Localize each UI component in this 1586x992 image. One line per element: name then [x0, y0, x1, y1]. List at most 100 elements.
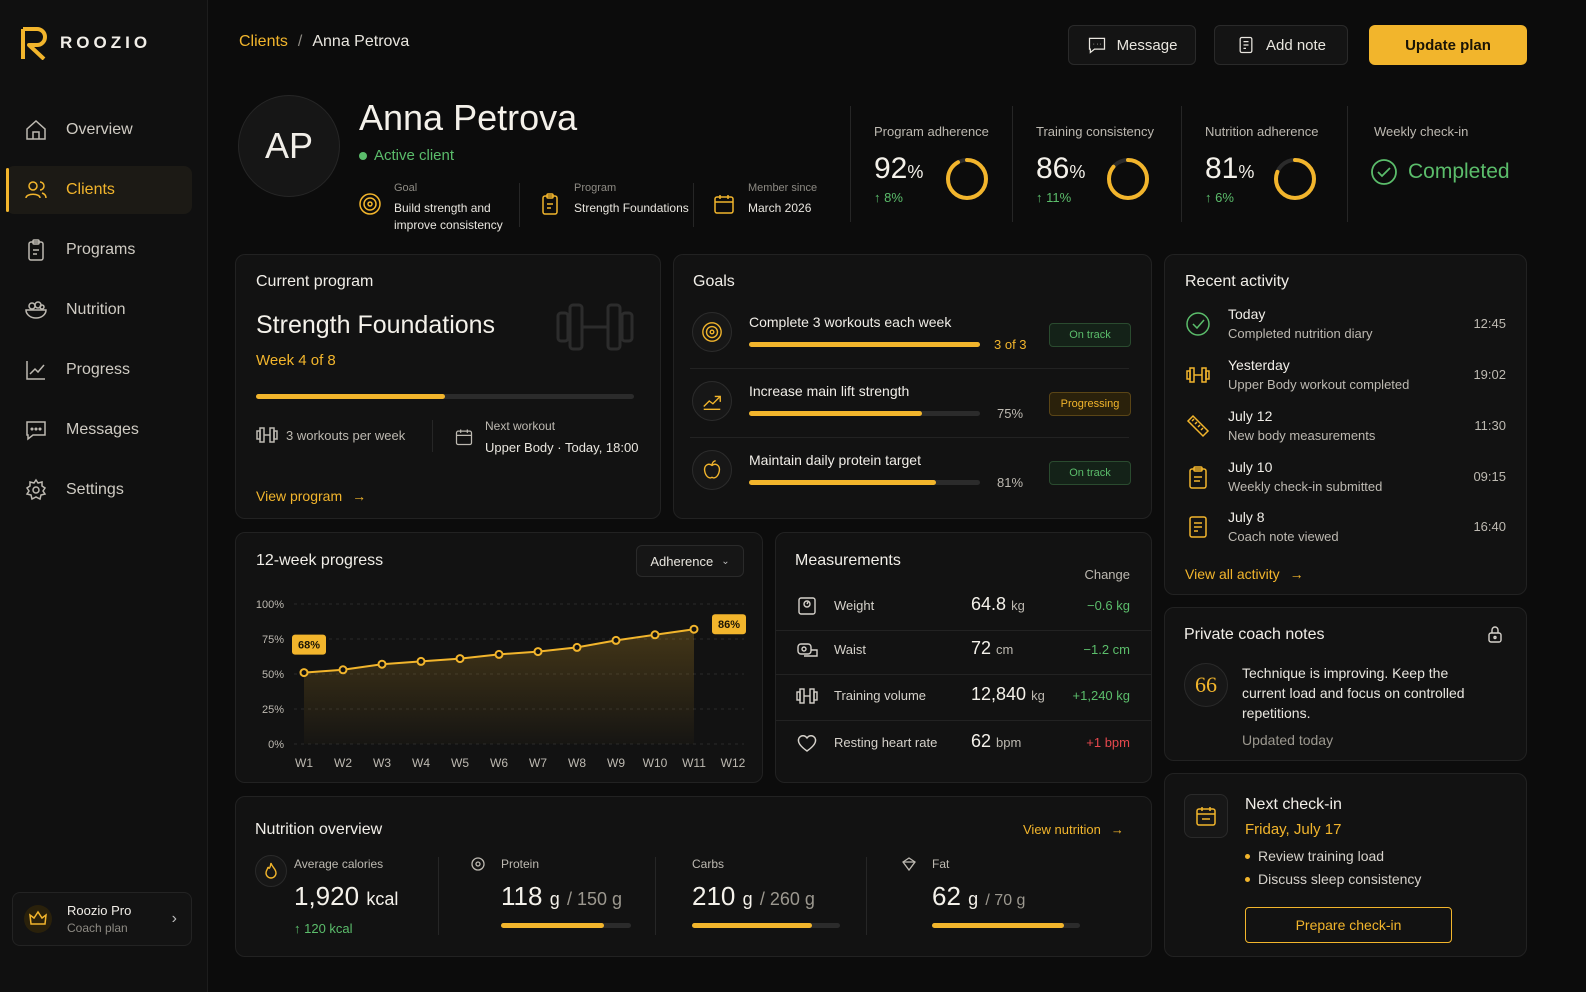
metric-label: Average calories [294, 857, 384, 871]
goal-value: 75% [997, 406, 1024, 421]
sidebar-item-overview[interactable]: Overview [6, 106, 192, 154]
target-icon [702, 322, 722, 342]
logo-icon [21, 27, 47, 60]
plan-title: Roozio Pro [67, 903, 132, 918]
activity-item[interactable]: July 8 Coach note viewed 16:40 [1165, 509, 1526, 555]
plan-card[interactable]: Roozio Pro Coach plan › [12, 892, 192, 946]
sidebar-item-label: Settings [66, 481, 124, 498]
stat-label: Nutrition adherence [1205, 124, 1319, 139]
check-circle-icon [1371, 159, 1397, 185]
checkin-status: Completed [1408, 160, 1510, 183]
measurement-name: Training volume [834, 688, 927, 703]
add-note-button[interactable]: Add note [1214, 25, 1348, 65]
breadcrumb-parent[interactable]: Clients [239, 33, 288, 50]
measurement-row: Weight 64.8 kg −0.6 kg [776, 585, 1151, 631]
breadcrumb-separator: / [297, 33, 303, 50]
y-tick-label: 25% [262, 704, 284, 716]
view-all-activity-link[interactable]: View all activity → [1185, 566, 1304, 582]
next-checkin-card: Next check-in Friday, July 17 Review tra… [1164, 773, 1527, 957]
note-icon [1239, 36, 1253, 54]
view-program-link[interactable]: View program → [256, 488, 366, 504]
note-icon [1189, 516, 1207, 538]
x-tick-label: W9 [607, 756, 625, 770]
update-plan-button[interactable]: Update plan [1369, 25, 1527, 65]
message-button[interactable]: Message [1068, 25, 1196, 65]
y-tick-label: 50% [262, 669, 284, 681]
quote-icon: 66 [1184, 663, 1228, 707]
prepare-checkin-button[interactable]: Prepare check-in [1245, 907, 1452, 943]
dropdown-value: Adherence [650, 553, 714, 569]
measurement-row: Training volume 12,840 kg +1,240 kg [776, 675, 1151, 721]
divider [1181, 106, 1182, 222]
metric-dropdown[interactable]: Adherence ⌄ [636, 545, 744, 577]
metric-label: Fat [932, 857, 950, 871]
recent-activity-card: Recent activity Today Completed nutritio… [1164, 254, 1527, 595]
sidebar-item-settings[interactable]: Settings [6, 466, 192, 514]
x-tick-label: W3 [373, 756, 391, 770]
card-title: Nutrition overview [255, 821, 383, 838]
data-point [650, 630, 660, 640]
stat-value: 92% [874, 152, 924, 185]
divider [690, 368, 1129, 369]
chevron-down-icon: ⌄ [721, 555, 730, 567]
goals-card: Goals Complete 3 workouts each week 3 of… [673, 254, 1152, 519]
status-dot [359, 151, 367, 160]
sidebar-item-programs[interactable]: Programs [6, 226, 192, 274]
ring-fill [946, 158, 988, 200]
activity-text: Completed nutrition diary [1228, 326, 1373, 341]
data-point [494, 649, 504, 659]
activity-item[interactable]: July 10 Weekly check-in submitted 09:15 [1165, 459, 1526, 505]
brand-logo[interactable]: ROOZIO [20, 26, 151, 60]
crown-icon [24, 905, 52, 933]
measurement-value: 62 bpm [971, 731, 1022, 751]
stat-value: 81% [1205, 152, 1255, 185]
activity-item[interactable]: Today Completed nutrition diary 12:45 [1165, 306, 1526, 352]
protein-bar [501, 923, 631, 928]
bullet [1245, 876, 1250, 882]
activity-text: New body measurements [1228, 428, 1376, 443]
card-title: Goals [693, 273, 735, 290]
progress-fill [749, 411, 923, 416]
data-point [455, 654, 465, 664]
lock-icon[interactable] [1486, 625, 1504, 643]
sidebar-item-label: Messages [66, 421, 139, 438]
ruler-icon [1186, 414, 1210, 438]
progress-ring [1274, 158, 1316, 200]
goal-name: Maintain daily protein target [749, 452, 921, 468]
checkin-item-text: Discuss sleep consistency [1258, 871, 1422, 887]
data-point [611, 635, 621, 645]
fat-bar [932, 923, 1080, 928]
metric-value: 62 g / 70 g [932, 881, 1026, 911]
data-point [377, 659, 387, 669]
sidebar-item-progress[interactable]: Progress [6, 346, 192, 394]
program-week: Week 4 of 8 [256, 352, 336, 369]
client-name: Anna Petrova [359, 97, 578, 138]
x-tick-label: W8 [568, 756, 586, 770]
metric-label: Carbs [692, 857, 725, 871]
sidebar-item-messages[interactable]: Messages [6, 406, 192, 454]
sidebar-item-label: Progress [66, 361, 131, 378]
view-nutrition-link[interactable]: View nutrition → [1023, 822, 1124, 837]
x-tick-label: W1 [295, 756, 313, 770]
checkin-date: Friday, July 17 [1245, 821, 1342, 838]
stat-delta: ↑ 8% [874, 190, 903, 205]
goal-icon-wrap [692, 312, 732, 352]
dumbbell-icon [556, 303, 634, 351]
sidebar-item-nutrition[interactable]: Nutrition [6, 286, 192, 334]
dumbbell-icon [796, 688, 818, 704]
metric-value: 1,920 kcal [294, 881, 399, 911]
x-tick-label: W12 [721, 756, 746, 770]
activity-item[interactable]: Yesterday Upper Body workout completed 1… [1165, 357, 1526, 403]
clipboard-icon [28, 239, 44, 261]
goal-value: Build strength and improve consistency [394, 201, 503, 232]
sidebar-item-clients[interactable]: Clients [6, 166, 192, 214]
plan-subtitle: Coach plan [67, 921, 128, 935]
y-tick-label: 75% [262, 634, 284, 646]
metric-delta: ↑ 120 kcal [294, 921, 353, 936]
progress-fill [749, 480, 937, 485]
goal-value: 3 of 3 [994, 337, 1027, 352]
x-tick-label: W6 [490, 756, 508, 770]
dumbbell-icon [1186, 367, 1210, 383]
activity-item[interactable]: July 12 New body measurements 11:30 [1165, 408, 1526, 454]
measurement-row: Waist 72 cm −1.2 cm [776, 629, 1151, 675]
